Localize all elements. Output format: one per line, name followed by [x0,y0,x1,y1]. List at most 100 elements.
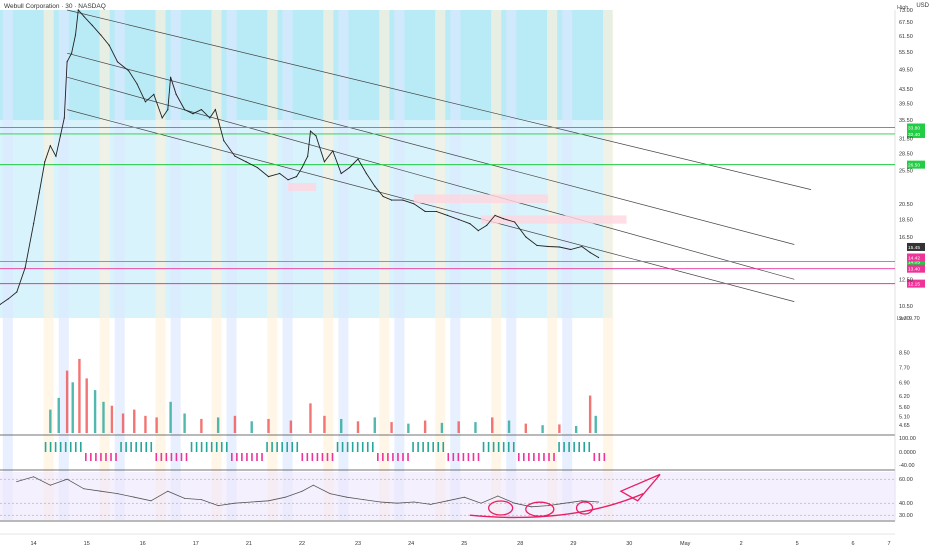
low-value-tag: 9.70 [909,316,920,322]
oscillator-point [167,490,169,492]
oscillator-point [301,490,303,492]
session-stripe [435,10,446,520]
histogram-bar [351,442,354,452]
price-point [209,117,211,119]
price-point [424,210,426,213]
histogram-bar [291,442,294,452]
histogram-bar [316,453,319,461]
price-point [357,158,359,160]
histogram-bar [528,453,530,461]
time-axis-label: 25 [461,541,467,547]
histogram-bar [331,453,334,461]
histogram-bar [598,453,601,461]
oscillator-point [150,500,152,502]
price-point [63,117,65,119]
histogram-bar [512,442,515,452]
session-stripe [603,10,614,520]
price-point [71,52,73,54]
last-price-tag [907,242,925,251]
histogram-bar [558,442,560,452]
histogram-bar [200,442,203,452]
volume-bar [200,418,203,433]
histogram-bar [170,453,173,461]
price-point [307,155,309,157]
price-point [144,101,147,103]
volume-bar [110,405,114,433]
price-point [435,210,437,213]
histogram-bar [487,442,490,452]
price-axis-label: 7.70 [899,366,910,372]
oscillator-point [396,502,398,504]
price-point [589,251,591,254]
volume-bar [65,370,69,433]
volume-bar [233,415,237,433]
time-axis-label: 15 [84,541,90,547]
oscillator-point [49,484,51,486]
histogram-bar [402,453,404,461]
volume-bar [250,421,253,433]
price-point [279,172,281,175]
price-axis-label: 31.50 [899,136,913,142]
time-axis-label: 5 [796,541,799,547]
annotation-circle [575,501,594,515]
price-point [597,256,600,259]
oscillator-point [346,496,348,498]
histogram-bar [361,442,364,452]
price-point [309,130,312,132]
time-axis-label: 14 [31,541,37,547]
histogram-bar [190,442,193,452]
histogram-bar [241,453,243,461]
volume-bar [323,415,326,433]
histogram-bar [296,442,299,452]
volume-bar [309,403,312,433]
session-stripe [547,10,558,520]
histogram-bar [130,442,132,452]
price-axis-label: 5.60 [899,405,910,411]
session-stripe [506,10,517,520]
volume-bar [457,421,460,433]
price-point [167,109,169,111]
oscillator-point [33,476,35,478]
price-axis-label: 73.00 [899,8,913,14]
histogram-bar [326,453,329,461]
chart-header-title: Webull Corporation · 30 · NASDAQ [4,3,106,10]
price-point [74,34,77,36]
oscillator-point [447,500,448,502]
oscillator-point [100,490,102,492]
histogram-bar [523,453,525,461]
price-axis-label: 43.50 [899,87,913,93]
price-point [301,166,303,169]
histogram-bar [49,442,52,452]
histogram-bar [165,453,168,461]
histogram-bar [64,442,67,452]
volume-bar [474,422,477,433]
price-axis-label: 16.50 [899,235,913,241]
price-point [295,176,298,178]
zone-box [413,194,549,204]
volume-bar [588,395,592,433]
oscillator-band [0,472,895,520]
volume-bar [102,401,105,433]
time-axis-label: 7 [887,541,890,547]
oscillator-point [16,481,18,483]
session-stripe [226,10,237,520]
price-point [402,199,404,201]
level-tag-label: 32.40 [908,132,920,138]
time-axis-label: 30 [626,541,632,547]
histogram-bar [588,442,591,452]
histogram-bar [437,442,440,452]
price-point [477,229,479,232]
bid-price-tag [907,253,925,262]
price-axis-label: 35.50 [899,118,913,124]
price-point [136,83,138,85]
volume-bar [390,422,393,433]
histogram-bar [225,442,228,452]
volume-bar [183,413,186,433]
level-tag-label: 33.80 [908,126,920,132]
price-point [287,179,289,181]
price-point [100,34,102,36]
price-point [458,218,460,221]
session-stripe [267,10,278,520]
histogram-axis-label: -40.00 [899,463,915,469]
